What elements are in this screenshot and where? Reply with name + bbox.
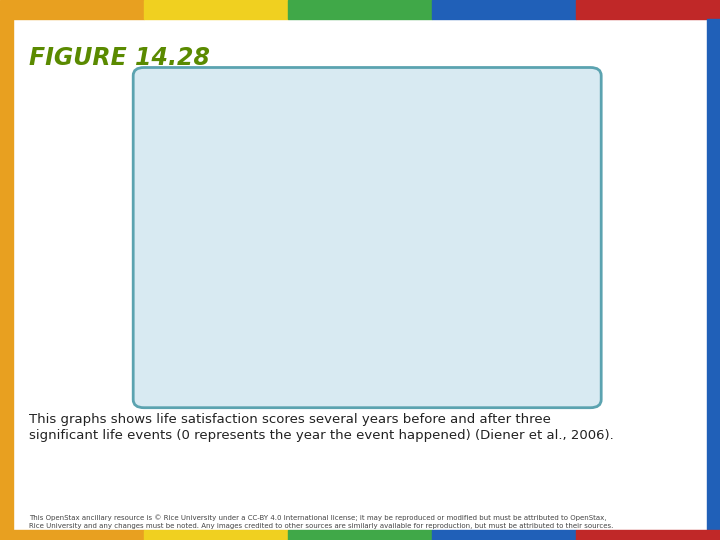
X-axis label: Year: Year [369,363,401,376]
Y-axis label: Life satisfaction: Life satisfaction [164,163,177,275]
Text: This OpenStax ancillary resource is © Rice University under a CC-BY 4.0 Internat: This OpenStax ancillary resource is © Ri… [29,514,613,529]
Text: FIGURE 14.28: FIGURE 14.28 [29,46,210,70]
Text: significant life events (0 represents the year the event happened) (Diener et al: significant life events (0 represents th… [29,429,613,442]
Legend: Marriage, Death of spouse, Unemployment: Marriage, Death of spouse, Unemployment [232,393,538,412]
Text: This graphs shows life satisfaction scores several years before and after three: This graphs shows life satisfaction scor… [29,413,551,426]
